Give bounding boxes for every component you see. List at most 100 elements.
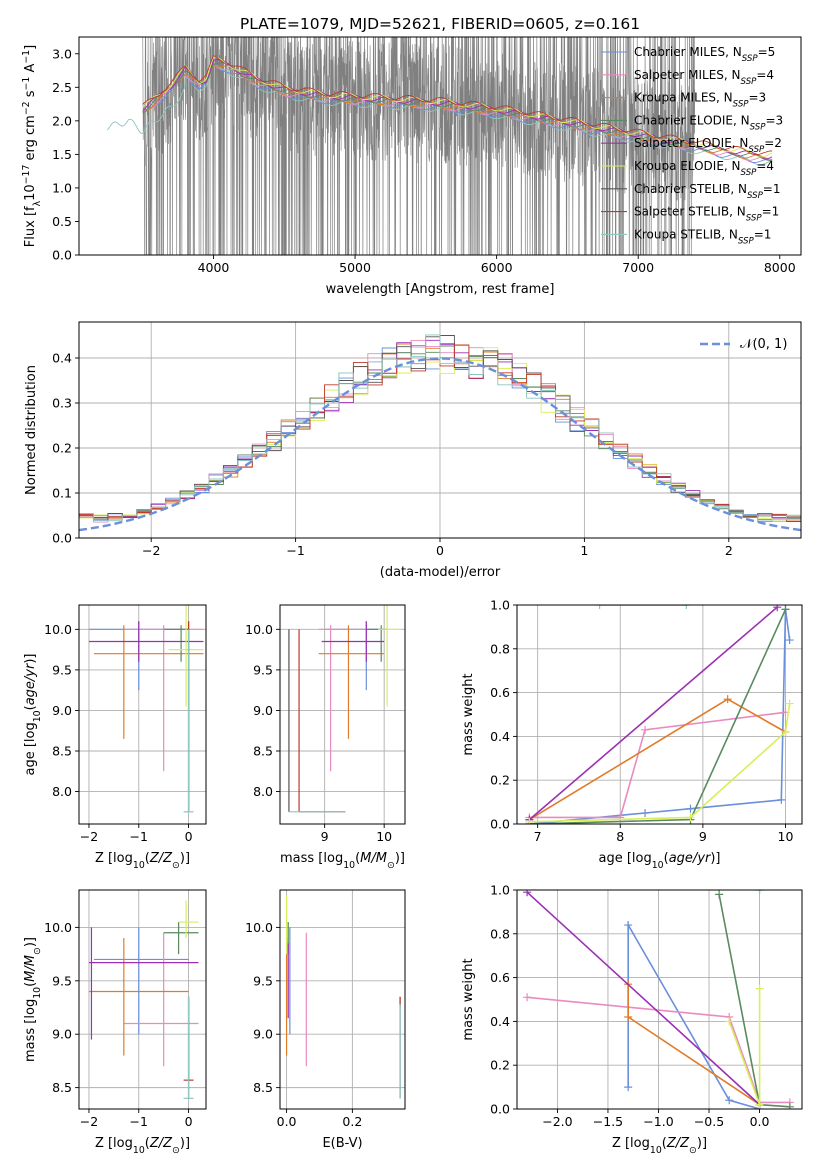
- legend-entry: Salpeter MILES, NSSP=4: [634, 68, 774, 87]
- y-tick-label: 0.2: [490, 1058, 510, 1073]
- weight-marker-kroupa_elodie: [686, 813, 695, 822]
- y-axis-label: mass weight: [461, 673, 476, 755]
- chart-weight_vs_Z: −2.0 −1.5 −1.0 −0.5 0.0 0.0 0.2 0.4 0.6 0.8 1.0 Z […: [461, 883, 803, 1156]
- weight-marker-kroupa_elodie: [725, 1017, 734, 1026]
- weight-marker-chabrier_elodie: [785, 1102, 794, 1109]
- axes-frame: [78, 889, 207, 1110]
- y-axis-label: Flux [fλ10−17 erg cm−2 s−1 A−1]: [21, 45, 43, 247]
- x-axis-label: E(B-V): [322, 1136, 362, 1151]
- y-tick-label: 0.8: [490, 926, 510, 941]
- chart-mass_vs_Z: −2 −1 0 8.5 9.0 9.5 10.0 Z [log10(Z/Z⊙)] mass [l…: [23, 889, 207, 1156]
- legend: Chabrier MILES, NSSP=5 Salpeter MILES, NS…: [601, 45, 783, 246]
- weight-line-chabrier_miles: [529, 609, 791, 824]
- y-tick-label: 0.0: [490, 1102, 510, 1117]
- y-tick-label: 1.0: [490, 598, 510, 613]
- x-tick-label: 9: [321, 829, 329, 844]
- y-tick-label: 9.5: [52, 662, 72, 677]
- weight-marker-chabrier_elodie: [781, 605, 790, 614]
- x-tick-label: −2: [80, 829, 98, 844]
- x-tick-label: 2: [725, 543, 733, 558]
- x-tick-label: 0.0: [750, 1114, 770, 1129]
- y-axis-label: mass [log10(M/M⊙)]: [23, 937, 43, 1062]
- x-tick-label: 9: [699, 829, 707, 844]
- legend-entry: Salpeter ELODIE, NSSP=2: [634, 136, 782, 155]
- y-tick-label: 1.0: [52, 180, 72, 195]
- x-tick-label: 0.2: [342, 1114, 362, 1129]
- legend-entry: Kroupa ELODIE, NSSP=4: [634, 159, 774, 178]
- y-tick-label: 2.0: [52, 113, 72, 128]
- weight-marker-salpeter_miles: [641, 725, 650, 734]
- plot-area: [523, 890, 794, 1109]
- y-tick-label: 0.1: [52, 486, 72, 501]
- x-tick-label: 8000: [764, 260, 796, 275]
- weight-marker-kroupa_elodie: [525, 817, 534, 824]
- weight-marker-chabrier_miles: [785, 636, 794, 645]
- y-tick-label: 0.6: [490, 970, 510, 985]
- x-tick-label: 8: [616, 829, 624, 844]
- x-axis-label: Z [log10(Z/Z⊙)]: [95, 1136, 190, 1156]
- y-tick-label: 0.6: [490, 685, 510, 700]
- weight-marker-chabrier_miles: [624, 921, 633, 930]
- x-axis-label: age [log10(age/yr)]: [598, 851, 720, 871]
- y-tick-label: 8.0: [52, 784, 72, 799]
- plot-area: [285, 895, 401, 1099]
- weight-marker-chabrier_miles: [641, 809, 650, 818]
- axes-frame: [279, 604, 406, 825]
- y-tick-label: 3.0: [52, 46, 72, 61]
- y-tick-label: 10.0: [245, 622, 273, 637]
- weight-marker-chabrier_miles: [725, 1096, 734, 1105]
- y-tick-label: 9.0: [52, 1027, 72, 1042]
- y-tick-label: 10.0: [44, 622, 72, 637]
- plot-area: [288, 605, 403, 813]
- axes-frame: [78, 321, 802, 539]
- chart-residuals: −2 −1 0 1 2 0.0 0.1 0.2 0.3 0.4 𝒩(0, 1) (data-model…: [24, 321, 802, 580]
- y-tick-label: 0.0: [52, 248, 72, 263]
- y-tick-label: 2.5: [52, 80, 72, 95]
- y-tick-label: 0.3: [52, 396, 72, 411]
- y-axis-label: age [log10(age/yr)]: [23, 653, 43, 775]
- x-tick-label: 10: [778, 829, 794, 844]
- axes-frame: [516, 889, 803, 1110]
- x-tick-label: 10: [376, 829, 392, 844]
- legend-entry: Chabrier STELIB, NSSP=1: [634, 182, 781, 201]
- y-tick-label: 0.5: [52, 214, 72, 229]
- y-tick-label: 0.2: [490, 773, 510, 788]
- y-tick-label: 0.0: [490, 817, 510, 832]
- weight-marker-kroupa_elodie: [755, 1100, 764, 1109]
- y-tick-label: 9.0: [52, 703, 72, 718]
- y-tick-label: 8.5: [253, 1080, 273, 1095]
- weight-line-salpeter_elodie: [528, 606, 778, 821]
- y-tick-label: 0.8: [490, 641, 510, 656]
- weight-marker-salpeter_miles: [523, 993, 532, 1002]
- y-tick-label: 9.5: [253, 973, 273, 988]
- weight-marker-salpeter_elodie: [523, 890, 532, 897]
- model-line-salpeter_stelib: [142, 55, 773, 156]
- legend-entry: Chabrier ELODIE, NSSP=3: [634, 113, 783, 132]
- weight-marker-kroupa_elodie: [755, 984, 764, 993]
- gaussian-curve: [79, 357, 801, 532]
- x-tick-label: 5000: [339, 260, 371, 275]
- axes-frame: [516, 604, 803, 825]
- weight-marker-kroupa_stelib: [595, 605, 604, 609]
- weight-marker-kroupa_elodie: [781, 728, 790, 737]
- legend-entry: Chabrier MILES, NSSP=5: [634, 45, 775, 64]
- y-tick-label: 8.5: [52, 1080, 72, 1095]
- weight-marker-kroupa_elodie: [785, 699, 794, 708]
- y-tick-label: 0.4: [490, 729, 510, 744]
- y-tick-label: 8.5: [52, 744, 72, 759]
- chart-spectrum: 4000 5000 6000 7000 8000 0.0 0.5 1.0 1.5 2.0 2.5 3.…: [21, 36, 802, 297]
- x-axis-label: mass [log10(M/M⊙)]: [280, 851, 405, 871]
- y-axis-label: Normed distribution: [24, 365, 39, 495]
- x-axis-label: Z [log10(Z/Z⊙)]: [612, 1136, 707, 1156]
- x-tick-label: −2: [142, 543, 160, 558]
- plot-area: [88, 900, 199, 1099]
- y-tick-label: 0.0: [52, 531, 72, 546]
- plot-area: [525, 605, 794, 824]
- y-tick-label: 1.0: [490, 883, 510, 898]
- weight-marker-chabrier_miles: [624, 1083, 633, 1092]
- weight-line-kroupa_elodie: [529, 703, 791, 823]
- x-tick-label: −1: [286, 543, 304, 558]
- y-axis-label: mass weight: [461, 958, 476, 1040]
- plot-area: [106, 37, 773, 255]
